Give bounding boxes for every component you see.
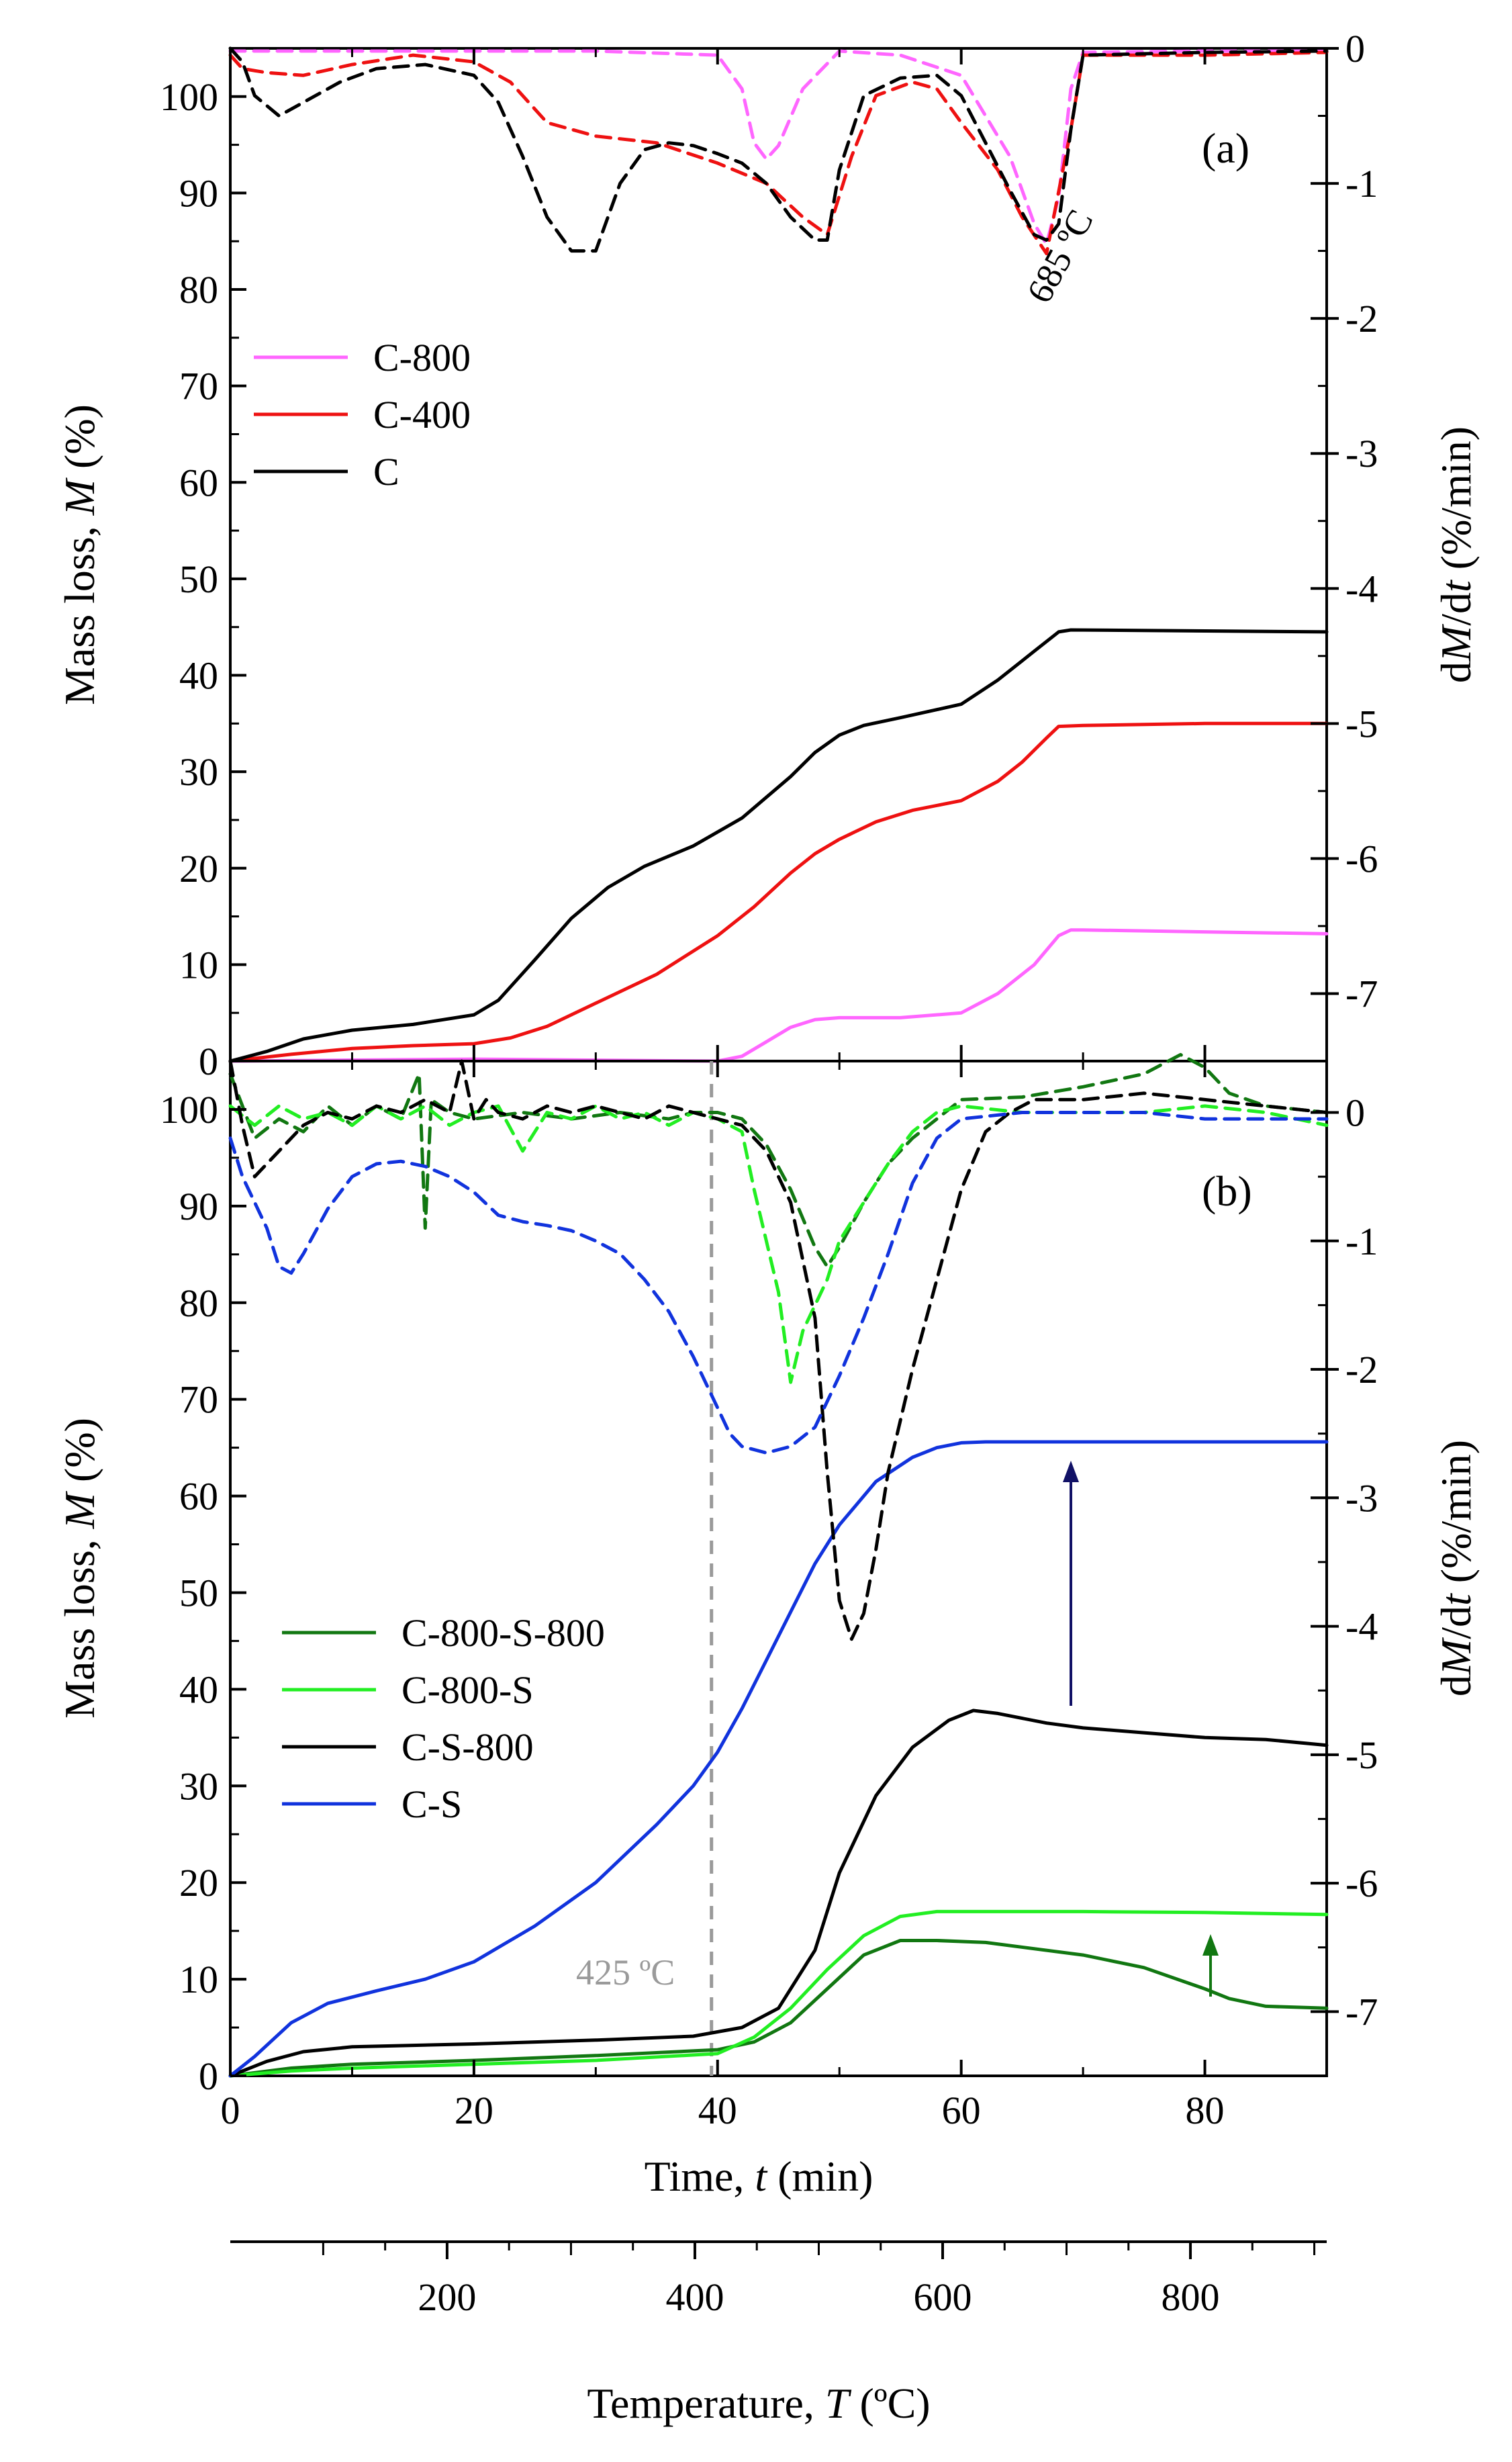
left-tick-label: 100 xyxy=(160,1088,218,1132)
left-tick-label: 100 xyxy=(160,75,218,119)
left-tick-label: 30 xyxy=(179,1764,218,1808)
panel-a: 0 10 20 30 40 50 60 70 80 90 100 0 -1 -2 -3 -4 -5 -6 -7 (… xyxy=(56,27,1480,1083)
series-c-800-s-mass-line xyxy=(228,1909,1329,2078)
panel-a-right-ticks: 0 -1 -2 -3 -4 -5 -6 -7 xyxy=(1311,27,1378,1062)
right-tick-label: -6 xyxy=(1345,1862,1378,1905)
panel-b-frame xyxy=(229,1060,1328,2077)
time-axis-label: Time, t (min) xyxy=(645,2152,873,2200)
panel-a-left-ticks: 0 10 20 30 40 50 60 70 80 90 100 xyxy=(160,75,246,1083)
panel-b-legend-label-c800s: C-800-S xyxy=(401,1668,534,1712)
panel-b-x-ticks xyxy=(229,1061,1328,2076)
time-tick-label: 40 xyxy=(698,2089,737,2132)
left-tick-label: 0 xyxy=(199,1040,218,1083)
panel-b-reference-annotation: 425 ºC xyxy=(576,1952,675,1993)
series-c-800-mass-line xyxy=(228,928,1329,1063)
temperature-ticks: 200 400 600 800 xyxy=(322,2242,1316,2319)
time-axis: 0 20 40 60 80 Time, t (min) xyxy=(221,2089,1225,2200)
panel-a-left-axis-label: Mass loss, M (%) xyxy=(56,404,103,705)
series-c-800-s-derivative-line xyxy=(228,1104,1329,1384)
time-tick-label: 20 xyxy=(455,2089,493,2132)
right-tick-label: -6 xyxy=(1345,837,1378,880)
panel-a-tag: (a) xyxy=(1202,124,1249,172)
left-tick-label: 80 xyxy=(179,268,218,312)
right-tick-label: -3 xyxy=(1345,1476,1378,1520)
panel-b-legend-label-cs800: C-S-800 xyxy=(401,1725,534,1769)
temperature-tick-label: 800 xyxy=(1162,2275,1220,2319)
panel-b-legend-label-c800s800: C-800-S-800 xyxy=(401,1611,605,1655)
panel-b-arrow-cs-head xyxy=(1063,1461,1079,1482)
panel-b-right-axis-label: dM/dt (%/min) xyxy=(1432,1440,1480,1696)
left-tick-label: 40 xyxy=(179,1668,218,1711)
temperature-tick-label: 400 xyxy=(665,2275,724,2319)
panel-a-legend-label-c800: C-800 xyxy=(373,336,471,379)
time-tick-label: 60 xyxy=(942,2089,981,2132)
right-tick-label: 0 xyxy=(1345,27,1365,71)
left-tick-label: 80 xyxy=(179,1281,218,1325)
panel-b-left-axis-label: Mass loss, M (%) xyxy=(56,1418,103,1719)
right-tick-label: -5 xyxy=(1345,1733,1378,1777)
series-c-mass-line xyxy=(228,628,1329,1063)
panel-a-derivative-series xyxy=(228,46,1329,256)
left-tick-label: 60 xyxy=(179,461,218,504)
series-c-800-derivative-line xyxy=(228,49,1329,246)
left-tick-label: 70 xyxy=(179,1378,218,1422)
right-tick-label: -7 xyxy=(1345,1990,1378,2034)
panel-b-tag: (b) xyxy=(1202,1167,1252,1215)
panel-b-mass-series xyxy=(228,1440,1329,2078)
temperature-axis-label: Temperature, T (ºC) xyxy=(587,2379,930,2427)
panel-b-arrows xyxy=(1063,1461,1219,1997)
left-tick-label: 70 xyxy=(179,365,218,408)
series-c-s-800-mass-line xyxy=(228,1708,1329,2078)
temperature-tick-label: 200 xyxy=(418,2275,476,2319)
series-c-s-mass-line xyxy=(228,1440,1329,2078)
time-tick-labels: 0 20 40 60 80 xyxy=(221,2089,1225,2132)
panel-b: 0 10 20 30 40 50 60 70 80 90 100 0 -1 -2 -3 -4 -5 -6 -7 (… xyxy=(56,1052,1480,2098)
panel-a-right-axis-label: dM/dt (%/min) xyxy=(1432,426,1480,683)
temperature-tick-label: 600 xyxy=(913,2275,972,2319)
left-tick-label: 20 xyxy=(179,847,218,891)
right-tick-label: -7 xyxy=(1345,972,1378,1015)
panel-b-derivative-series xyxy=(228,1052,1329,1641)
time-tick-label: 0 xyxy=(221,2089,240,2132)
left-tick-label: 90 xyxy=(179,171,218,215)
series-c-400-mass-line xyxy=(228,721,1329,1063)
left-tick-label: 90 xyxy=(179,1185,218,1228)
left-tick-label: 60 xyxy=(179,1475,218,1518)
right-tick-label: -5 xyxy=(1345,702,1378,745)
right-tick-label: -4 xyxy=(1345,567,1378,610)
panel-a-legend-label-c400: C-400 xyxy=(373,393,471,437)
panel-b-left-ticks: 0 10 20 30 40 50 60 70 80 90 100 xyxy=(160,1088,246,2098)
left-tick-label: 30 xyxy=(179,750,218,794)
left-tick-label: 0 xyxy=(199,2054,218,2098)
panel-b-arrow-c800s800-head xyxy=(1202,1934,1219,1956)
time-tick-label: 80 xyxy=(1186,2089,1225,2132)
panel-a-legend: C-800 C-400 C xyxy=(254,336,471,494)
right-tick-label: 0 xyxy=(1345,1091,1365,1135)
series-c-derivative-line xyxy=(228,46,1329,253)
panel-b-legend-label-cs: C-S xyxy=(401,1782,462,1826)
right-tick-label: -3 xyxy=(1345,432,1378,475)
panel-a-mass-series xyxy=(228,628,1329,1063)
right-tick-label: -1 xyxy=(1345,162,1378,206)
right-tick-label: -2 xyxy=(1345,1348,1378,1392)
temperature-axis: 200 400 600 800 Temperature, T (ºC) xyxy=(230,2240,1327,2427)
panel-a-x-ticks xyxy=(229,48,1328,1061)
panel-b-legend: C-800-S-800 C-800-S C-S-800 C-S xyxy=(282,1611,605,1826)
series-c-400-derivative-line xyxy=(228,50,1329,256)
right-tick-label: -2 xyxy=(1345,297,1378,340)
left-tick-label: 40 xyxy=(179,654,218,698)
series-c-s-derivative-line xyxy=(228,1111,1329,1455)
left-tick-label: 50 xyxy=(179,557,218,601)
panel-b-right-ticks: 0 -1 -2 -3 -4 -5 -6 -7 xyxy=(1311,1091,1378,2077)
left-tick-label: 10 xyxy=(179,1958,218,2001)
left-tick-label: 10 xyxy=(179,943,218,987)
right-tick-label: -1 xyxy=(1345,1220,1378,1263)
left-tick-label: 20 xyxy=(179,1861,218,1905)
series-c-s-800-derivative-line xyxy=(228,1059,1329,1641)
left-tick-label: 50 xyxy=(179,1571,218,1614)
panel-a-legend-label-c: C xyxy=(373,450,399,494)
right-tick-label: -4 xyxy=(1345,1605,1378,1649)
